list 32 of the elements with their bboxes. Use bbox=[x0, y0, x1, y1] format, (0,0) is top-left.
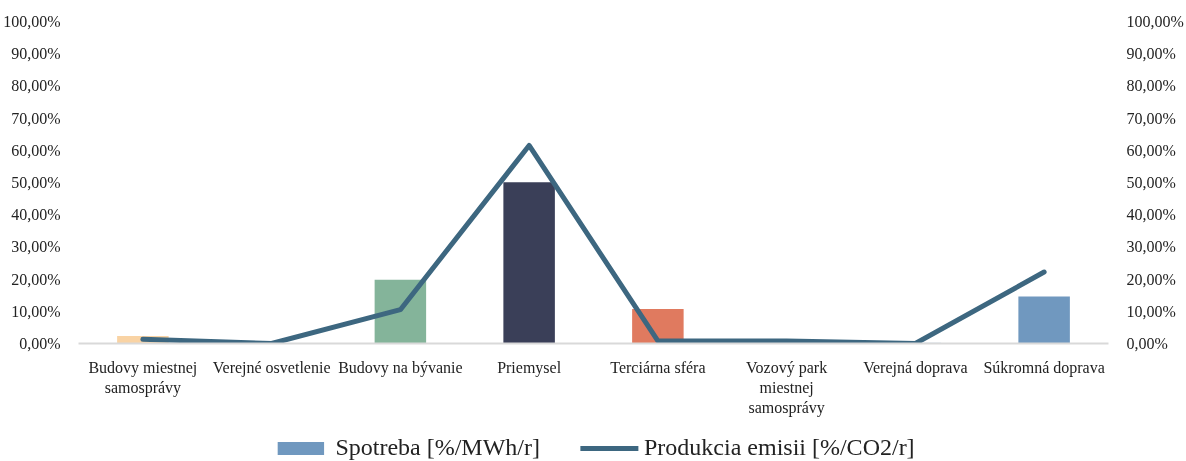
y2-tick-label: 20,00% bbox=[1126, 270, 1176, 288]
x-tick-label: Verejná doprava bbox=[863, 358, 968, 377]
y-tick-label: 50,00% bbox=[11, 174, 61, 191]
y2-tick-label: 0,00% bbox=[1126, 335, 1168, 352]
y-tick-label: 90,00% bbox=[11, 45, 61, 63]
y-tick-label: 80,00% bbox=[11, 77, 61, 95]
y-tick-label: 0,00% bbox=[19, 335, 61, 352]
y2-tick-label: 10,00% bbox=[1126, 302, 1176, 320]
legend-label: Spotreba [%/MWh/r] bbox=[335, 434, 540, 461]
x-tick-label: Súkromná doprava bbox=[983, 358, 1105, 377]
legend-label: Produkcia emisii [%/CO2/r] bbox=[643, 434, 915, 461]
y2-tick-label: 100,00% bbox=[1126, 13, 1184, 30]
x-tick-label: Terciárna sféra bbox=[610, 358, 706, 376]
y2-tick-label: 80,00% bbox=[1126, 77, 1176, 95]
y2-tick-label: 50,00% bbox=[1126, 174, 1176, 191]
x-tick-label: Verejné osvetlenie bbox=[212, 358, 331, 377]
x-tick-label: Budovy miestnej samosprávy bbox=[88, 358, 198, 397]
y-tick-label: 20,00% bbox=[11, 270, 61, 288]
y2-tick-label: 40,00% bbox=[1126, 206, 1176, 224]
x-tick-label: Vozový park miestnej samosprávy bbox=[746, 358, 828, 418]
y-tick-label: 70,00% bbox=[11, 109, 61, 127]
y-tick-label: 40,00% bbox=[11, 206, 61, 224]
y-tick-label: 30,00% bbox=[11, 238, 61, 256]
y2-tick-label: 60,00% bbox=[1126, 141, 1176, 159]
y-tick-label: 60,00% bbox=[11, 141, 61, 159]
y2-tick-label: 90,00% bbox=[1126, 45, 1176, 63]
x-tick-label: Priemysel bbox=[497, 358, 562, 377]
y-tick-label: 100,00% bbox=[3, 13, 61, 30]
y2-tick-label: 30,00% bbox=[1126, 238, 1176, 256]
y-tick-label: 10,00% bbox=[11, 302, 61, 320]
x-tick-label: Budovy na bývanie bbox=[338, 358, 463, 377]
y2-tick-label: 70,00% bbox=[1126, 109, 1176, 127]
